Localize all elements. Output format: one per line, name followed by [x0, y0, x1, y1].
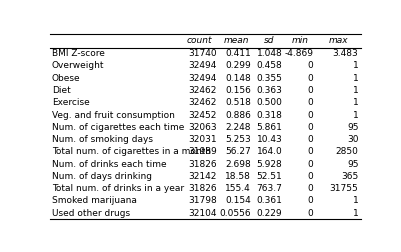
Text: 0.148: 0.148: [225, 74, 251, 83]
Text: 2850: 2850: [336, 147, 358, 156]
Text: 31740: 31740: [188, 49, 217, 58]
Text: 32494: 32494: [188, 61, 217, 71]
Text: 0.458: 0.458: [257, 61, 282, 71]
Text: 1.048: 1.048: [257, 49, 282, 58]
Text: 32494: 32494: [188, 74, 217, 83]
Text: 1: 1: [352, 98, 358, 107]
Text: 0.886: 0.886: [225, 111, 251, 119]
Text: 0: 0: [308, 172, 313, 181]
Text: 0: 0: [308, 196, 313, 205]
Text: 1: 1: [352, 86, 358, 95]
Text: min: min: [292, 36, 309, 45]
Text: 52.51: 52.51: [257, 172, 282, 181]
Text: 0.299: 0.299: [225, 61, 251, 71]
Text: Obese: Obese: [52, 74, 80, 83]
Text: 32104: 32104: [188, 209, 217, 217]
Text: 0: 0: [308, 135, 313, 144]
Text: 32142: 32142: [188, 172, 217, 181]
Text: 0.0556: 0.0556: [220, 209, 251, 217]
Text: Num. of drinks each time: Num. of drinks each time: [52, 160, 166, 169]
Text: 0.318: 0.318: [256, 111, 282, 119]
Text: 0: 0: [308, 86, 313, 95]
Text: 0: 0: [308, 147, 313, 156]
Text: mean: mean: [224, 36, 249, 45]
Text: Total num. of cigarettes in a month: Total num. of cigarettes in a month: [52, 147, 211, 156]
Text: 0.411: 0.411: [225, 49, 251, 58]
Text: 1: 1: [352, 209, 358, 217]
Text: 763.7: 763.7: [256, 184, 282, 193]
Text: 0.518: 0.518: [225, 98, 251, 107]
Text: 0: 0: [308, 74, 313, 83]
Text: 31826: 31826: [188, 184, 217, 193]
Text: 0: 0: [308, 209, 313, 217]
Text: 1: 1: [352, 196, 358, 205]
Text: 1: 1: [352, 74, 358, 83]
Text: 32031: 32031: [188, 135, 217, 144]
Text: 0.156: 0.156: [225, 86, 251, 95]
Text: 3.483: 3.483: [333, 49, 358, 58]
Text: Total num. of drinks in a year: Total num. of drinks in a year: [52, 184, 184, 193]
Text: 5.861: 5.861: [256, 123, 282, 132]
Text: 0.229: 0.229: [257, 209, 282, 217]
Text: Num. of smoking days: Num. of smoking days: [52, 135, 153, 144]
Text: 1: 1: [352, 61, 358, 71]
Text: BMI Z-score: BMI Z-score: [52, 49, 105, 58]
Text: Diet: Diet: [52, 86, 71, 95]
Text: Used other drugs: Used other drugs: [52, 209, 130, 217]
Text: 164.0: 164.0: [257, 147, 282, 156]
Text: 365: 365: [341, 172, 358, 181]
Text: 0.363: 0.363: [256, 86, 282, 95]
Text: 0: 0: [308, 98, 313, 107]
Text: 5.928: 5.928: [257, 160, 282, 169]
Text: Num. of days drinking: Num. of days drinking: [52, 172, 152, 181]
Text: Veg. and fruit consumption: Veg. and fruit consumption: [52, 111, 174, 119]
Text: 18.58: 18.58: [225, 172, 251, 181]
Text: 10.43: 10.43: [257, 135, 282, 144]
Text: sd: sd: [264, 36, 274, 45]
Text: 0.500: 0.500: [256, 98, 282, 107]
Text: 30: 30: [347, 135, 358, 144]
Text: 56.27: 56.27: [225, 147, 251, 156]
Text: 2.698: 2.698: [225, 160, 251, 169]
Text: 0.154: 0.154: [225, 196, 251, 205]
Text: 2.248: 2.248: [226, 123, 251, 132]
Text: 31989: 31989: [188, 147, 217, 156]
Text: 0.361: 0.361: [256, 196, 282, 205]
Text: 0: 0: [308, 160, 313, 169]
Text: 0.355: 0.355: [256, 74, 282, 83]
Text: 31826: 31826: [188, 160, 217, 169]
Text: 32462: 32462: [188, 98, 217, 107]
Text: 5.253: 5.253: [225, 135, 251, 144]
Text: 32462: 32462: [188, 86, 217, 95]
Text: Exercise: Exercise: [52, 98, 89, 107]
Text: 31798: 31798: [188, 196, 217, 205]
Text: 1: 1: [352, 111, 358, 119]
Text: 0: 0: [308, 184, 313, 193]
Text: 0: 0: [308, 111, 313, 119]
Text: 155.4: 155.4: [225, 184, 251, 193]
Text: max: max: [328, 36, 348, 45]
Text: 32063: 32063: [188, 123, 217, 132]
Text: 0: 0: [308, 61, 313, 71]
Text: count: count: [186, 36, 212, 45]
Text: 32452: 32452: [188, 111, 217, 119]
Text: 95: 95: [347, 123, 358, 132]
Text: Overweight: Overweight: [52, 61, 104, 71]
Text: 31755: 31755: [330, 184, 358, 193]
Text: -4.869: -4.869: [284, 49, 313, 58]
Text: Num. of cigarettes each time: Num. of cigarettes each time: [52, 123, 184, 132]
Text: Smoked marijuana: Smoked marijuana: [52, 196, 137, 205]
Text: 0: 0: [308, 123, 313, 132]
Text: 95: 95: [347, 160, 358, 169]
